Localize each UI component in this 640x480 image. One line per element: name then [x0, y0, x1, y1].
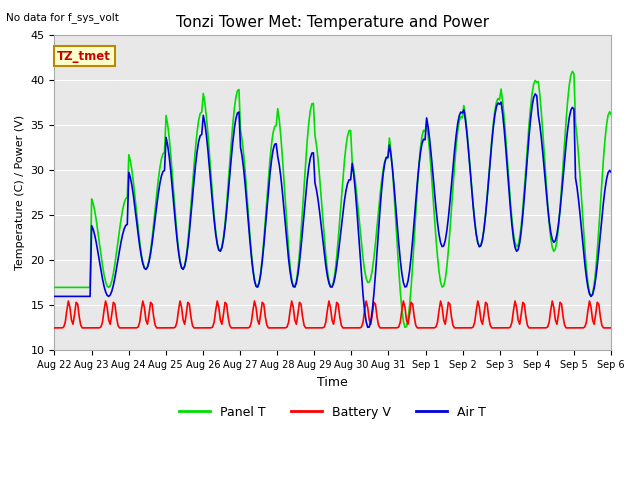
Y-axis label: Temperature (C) / Power (V): Temperature (C) / Power (V) [15, 115, 25, 270]
Legend: Panel T, Battery V, Air T: Panel T, Battery V, Air T [174, 401, 492, 424]
Text: TZ_tmet: TZ_tmet [57, 49, 111, 62]
X-axis label: Time: Time [317, 376, 348, 389]
Title: Tonzi Tower Met: Temperature and Power: Tonzi Tower Met: Temperature and Power [176, 15, 490, 30]
Text: No data for f_sys_volt: No data for f_sys_volt [6, 12, 119, 23]
